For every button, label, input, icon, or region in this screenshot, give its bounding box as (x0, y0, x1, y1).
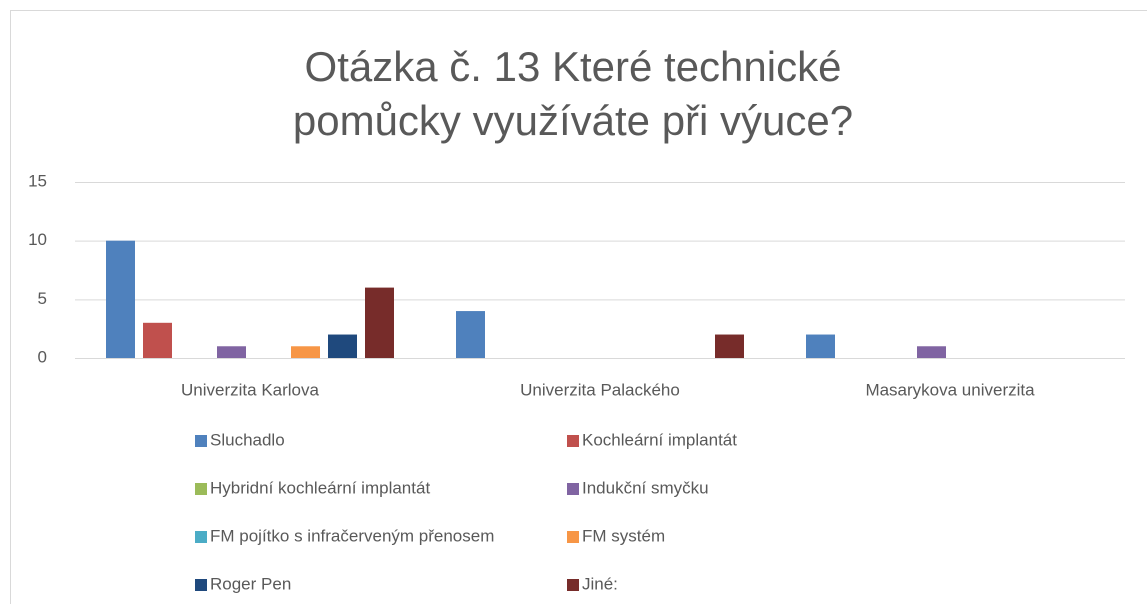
legend-label: Roger Pen (210, 574, 291, 593)
legend-swatch (195, 435, 207, 447)
bar (715, 334, 744, 358)
y-tick-label: 0 (38, 347, 47, 366)
legend-swatch (567, 483, 579, 495)
legend-label: FM pojítko s infračerveným přenosem (210, 526, 494, 545)
legend-label: Indukční smyčku (582, 478, 709, 497)
legend-swatch (567, 579, 579, 591)
legend-label: Jiné: (582, 574, 618, 593)
bar (365, 287, 394, 358)
bar (217, 346, 246, 358)
chart-frame (10, 10, 1147, 604)
legend-label: Hybridní kochleární implantát (210, 478, 430, 497)
y-tick-label: 10 (28, 230, 47, 249)
legend-label: Kochleární implantát (582, 430, 737, 449)
bar (456, 311, 485, 358)
bar (328, 334, 357, 358)
legend-label: FM systém (582, 526, 665, 545)
chart-title: Otázka č. 13 Které technické pomůcky vyu… (292, 43, 854, 144)
x-tick-label: Univerzita Palackého (520, 380, 680, 399)
legend-label: Sluchadlo (210, 430, 285, 449)
x-tick-label: Univerzita Karlova (181, 380, 319, 399)
y-tick-label: 5 (38, 289, 47, 308)
legend-swatch (567, 435, 579, 447)
legend-swatch (567, 531, 579, 543)
legend-swatch (195, 483, 207, 495)
y-tick-label: 15 (28, 171, 47, 190)
legend-swatch (195, 531, 207, 543)
bar (806, 334, 835, 358)
x-tick-label: Masarykova univerzita (865, 380, 1035, 399)
bar (106, 240, 135, 358)
legend-swatch (195, 579, 207, 591)
bar (143, 322, 172, 358)
bar (291, 346, 320, 358)
bar (917, 346, 946, 358)
